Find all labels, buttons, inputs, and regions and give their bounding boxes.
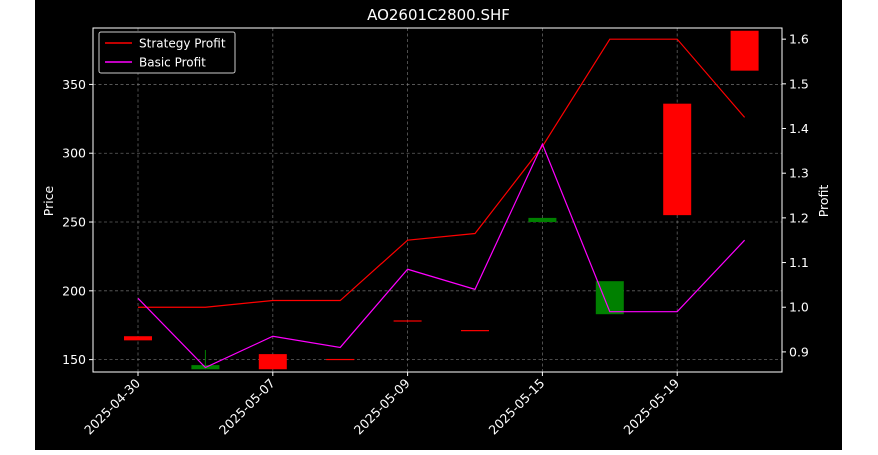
candle-body: [730, 30, 759, 71]
y-tick-label-right: 1.2: [789, 210, 809, 225]
strategy-profit-line: [138, 38, 746, 308]
chart-figure: 150 200 250 300 350 0.9 1.0 1.1 1.2 1.3 1.4 1.5 1.6…: [35, 0, 842, 450]
candle-body: [393, 320, 422, 322]
candle-body: [326, 358, 355, 361]
y-tick-label-right: 1.4: [789, 121, 809, 136]
y-tick-label-right: 1.6: [789, 32, 809, 47]
y-tick-label-right: 1.3: [789, 166, 809, 181]
y-tick-label-right: 1.0: [789, 300, 809, 315]
y-axis-label-left: Price: [41, 185, 56, 216]
x-tick-label: 2025-05-09: [351, 375, 413, 437]
candle-body: [663, 103, 692, 216]
y-tick-label-left: 300: [62, 146, 86, 161]
y-tick-label-right: 0.9: [789, 344, 809, 359]
legend-label-strategy-profit: Strategy Profit: [139, 37, 226, 51]
y-tick-label-left: 250: [62, 215, 86, 230]
plot-frame: [92, 27, 783, 373]
candle-body: [595, 281, 624, 315]
candle-body: [461, 330, 489, 332]
chart-title: AO2601C2800.SHF: [367, 6, 510, 24]
left-axis: 150 200 250 300 350: [62, 77, 93, 367]
profit-lines: [137, 38, 746, 369]
y-tick-label-left: 350: [62, 77, 86, 92]
legend-label-basic-profit: Basic Profit: [139, 56, 206, 70]
y-tick-label-left: 150: [62, 352, 86, 367]
legend-box: [98, 31, 236, 74]
y-tick-label-right: 1.5: [789, 76, 809, 91]
x-tick-label: 2025-04-30: [81, 375, 143, 437]
legend: Strategy Profit Basic Profit: [98, 31, 236, 74]
y-tick-label-left: 200: [62, 283, 86, 298]
right-axis: 0.9 1.0 1.1 1.2 1.3 1.4 1.5 1.6: [782, 32, 809, 359]
candles: [124, 30, 759, 370]
y-tick-label-right: 1.1: [789, 255, 809, 270]
x-tick-label: 2025-05-15: [486, 376, 548, 438]
candle-body: [124, 336, 152, 341]
candle-body: [258, 354, 287, 370]
x-tick-label: 2025-05-19: [620, 375, 682, 437]
y-axis-label-right: Profit: [816, 185, 831, 218]
x-axis: 2025-04-30 2025-05-07 2025-05-09 2025-05-15…: [81, 372, 682, 437]
candle-body: [528, 217, 557, 223]
basic-profit-line: [137, 142, 746, 369]
x-tick-label: 2025-05-07: [216, 376, 278, 438]
candlestick-chart: 150 200 250 300 350 0.9 1.0 1.1 1.2 1.3 1.4 1.5 1.6…: [41, 6, 831, 437]
